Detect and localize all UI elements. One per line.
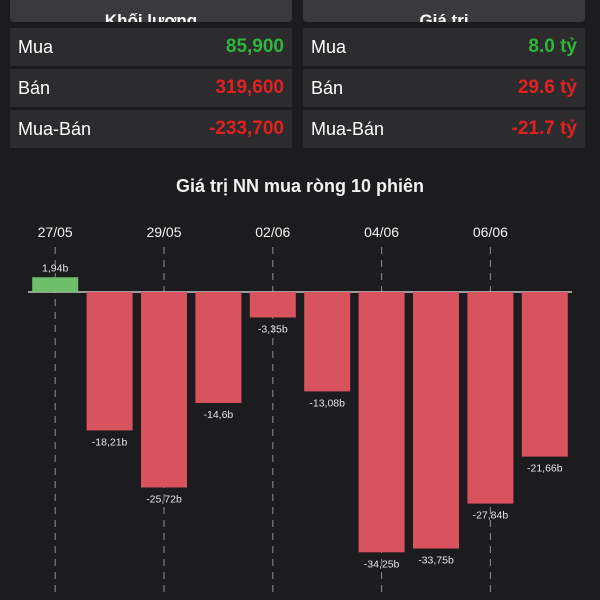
bar-value-label: -13,08b xyxy=(309,397,345,409)
volume-net-value: -233,700 xyxy=(208,118,284,139)
bar xyxy=(86,292,133,431)
x-tick-label: 02/06 xyxy=(255,224,290,240)
value-panel-header: Giá trị xyxy=(303,0,585,22)
volume-buy-label: Mua xyxy=(18,36,54,57)
volume-net-row: Mua-Bán -233,700 xyxy=(10,110,292,148)
value-buy-label: Mua xyxy=(311,36,347,57)
volume-sell-row: Bán 319,600 xyxy=(10,69,292,107)
bar-value-label: -18,21b xyxy=(92,436,128,448)
volume-panel-title: Khối lượng xyxy=(104,11,198,22)
volume-panel: Khối lượng Mua 85,900 Bán 319,600 Mua-Bá… xyxy=(10,0,292,148)
x-tick-label: 04/06 xyxy=(364,224,399,240)
value-buy-value: 8.0 tỷ xyxy=(528,36,577,57)
bar xyxy=(467,292,514,504)
value-buy-row: Mua 8.0 tỷ xyxy=(303,28,585,66)
value-net-value: -21.7 tỷ xyxy=(511,118,577,139)
bar xyxy=(141,292,187,488)
bar-value-label: -34,25b xyxy=(364,558,400,570)
value-panel: Giá trị Mua 8.0 tỷ Bán 29.6 tỷ Mua-Bán -… xyxy=(303,0,585,148)
bar-value-label: -33,75b xyxy=(418,555,454,567)
bar xyxy=(304,292,351,392)
value-sell-label: Bán xyxy=(311,77,344,98)
bar xyxy=(195,292,242,403)
bar-value-label: -14,6b xyxy=(204,409,234,421)
net-foreign-value-bar-chart: 27/05 29/05 02/06 04/06 06/06 1,94b -18,21b -25… xyxy=(28,224,572,595)
bar xyxy=(32,277,79,292)
volume-panel-header: Khối lượng xyxy=(10,0,292,22)
volume-sell-value: 319,600 xyxy=(215,77,284,98)
bar xyxy=(249,292,296,318)
value-sell-row: Bán 29.6 tỷ xyxy=(303,69,585,107)
volume-net-label: Mua-Bán xyxy=(18,118,92,139)
bar-value-label: -25,72b xyxy=(146,493,182,505)
x-tick-label: 06/06 xyxy=(473,224,508,240)
bar xyxy=(521,292,568,457)
volume-buy-row: Mua 85,900 xyxy=(10,28,292,66)
x-tick-label: 29/05 xyxy=(146,224,181,240)
bar-value-label: -27,84b xyxy=(473,510,509,522)
bar xyxy=(358,292,405,553)
value-net-label: Mua-Bán xyxy=(311,118,385,139)
x-tick-label: 27/05 xyxy=(38,224,73,240)
bar-value-label: -3,35b xyxy=(258,323,288,335)
volume-sell-label: Bán xyxy=(18,77,51,98)
bar xyxy=(413,292,459,549)
value-net-row: Mua-Bán -21.7 tỷ xyxy=(303,110,585,148)
value-panel-title: Giá trị xyxy=(419,11,469,22)
bar-value-label: 1,94b xyxy=(42,262,68,274)
value-sell-value: 29.6 tỷ xyxy=(517,77,577,98)
bar-value-label: -21,66b xyxy=(527,463,563,475)
volume-buy-value: 85,900 xyxy=(225,36,284,57)
chart-title: Giá trị NN mua ròng 10 phiên xyxy=(175,176,425,196)
